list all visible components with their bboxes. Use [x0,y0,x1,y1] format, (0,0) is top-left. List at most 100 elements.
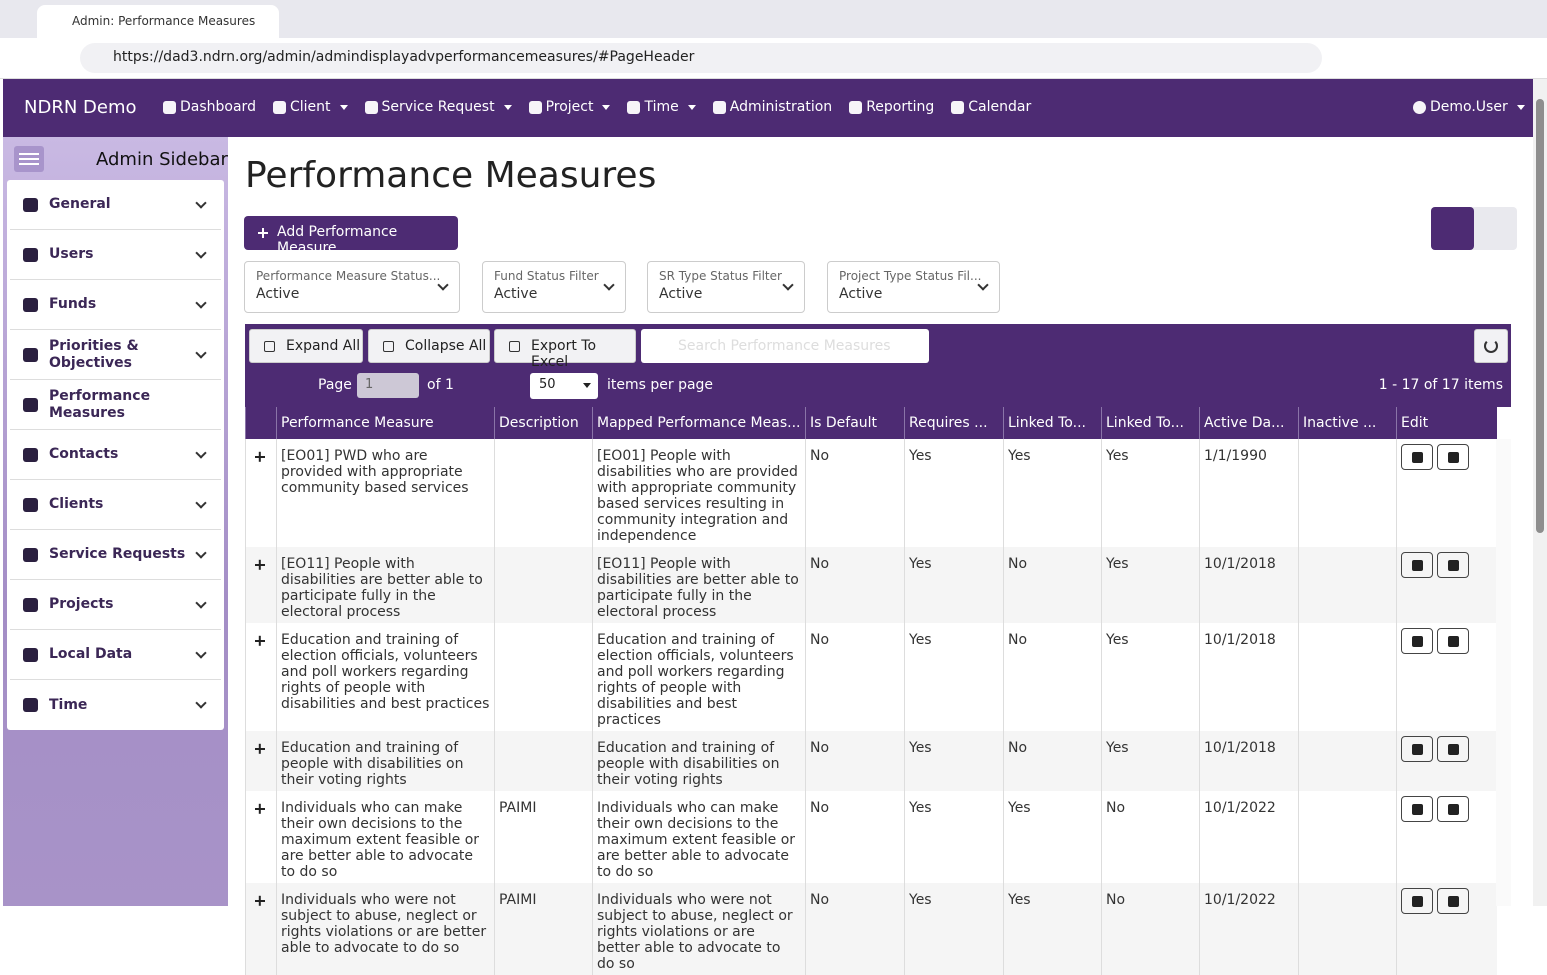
edit-button[interactable] [1401,736,1433,762]
cell: Individuals who were not subject to abus… [276,883,495,975]
cell: Yes [904,791,1004,883]
nav-icon [163,100,176,114]
search-input[interactable]: Search Performance Measures [641,329,929,363]
browser-tab[interactable]: Admin: Performance Measures [37,5,279,38]
header-cell[interactable]: Active Da... [1199,407,1299,439]
user-menu[interactable]: Demo.User [1413,99,1525,115]
expand-cell [245,731,277,791]
cell [1298,623,1397,731]
nav-label: Client [289,99,331,115]
cell: Yes [1003,439,1102,547]
delete-button[interactable] [1437,628,1469,654]
sidebar-item[interactable]: Local Data [10,630,221,680]
expand-button[interactable] [255,451,265,462]
grid-scrollbar[interactable] [1496,439,1511,906]
edit-cell [1396,547,1497,623]
header-cell[interactable]: Description [494,407,593,439]
expand-button[interactable] [255,803,265,814]
sidebar-toggle[interactable] [14,146,44,172]
nav-item[interactable]: Project [528,99,611,115]
edit-button[interactable] [1401,888,1433,914]
expand-button[interactable] [255,743,265,754]
nav-item[interactable]: Calendar [951,99,1031,115]
cell: No [1003,547,1102,623]
sidebar-item[interactable]: Users [10,230,221,280]
edit-cell [1396,883,1497,975]
nav-item[interactable]: Administration [712,99,832,115]
header-cell[interactable]: Requires ... [904,407,1004,439]
caret [503,104,512,110]
cell: Individuals who were not subject to abus… [592,883,806,975]
filter-select[interactable]: Project Type Status Fil... Active [827,261,1000,313]
add-button[interactable]: Add Performance Measure [244,216,458,256]
header-cell[interactable]: Linked To... [1101,407,1200,439]
sidebar-item[interactable]: Contacts [10,430,221,480]
edit-button[interactable] [1401,628,1433,654]
expand-button[interactable] [255,635,265,646]
sidebar-label: Performance Measures [49,387,151,421]
chevron [195,546,207,559]
edit-button[interactable] [1401,552,1433,578]
delete-button[interactable] [1437,796,1469,822]
page-size-select[interactable]: 50 [530,373,598,399]
header-cell[interactable]: Performance Measure [276,407,495,439]
cell: Yes [904,439,1004,547]
expand-all-button[interactable]: Expand All [249,329,363,363]
header-cell[interactable]: Edit [1396,407,1497,439]
collapse-all-button[interactable]: Collapse All [368,329,490,363]
sidebar-item[interactable]: Clients [10,480,221,530]
sidebar-item[interactable]: General [10,180,221,230]
cell: Yes [1101,623,1200,731]
header-cell[interactable]: Is Default [805,407,905,439]
delete-button[interactable] [1437,444,1469,470]
page-input[interactable]: 1 [357,373,419,398]
nav-icon [627,100,641,114]
header-cell[interactable]: Mapped Performance Meas... [592,407,806,439]
nav-icon [272,100,286,114]
delete-button[interactable] [1437,736,1469,762]
filter-select[interactable]: Performance Measure Status... Active [244,261,460,313]
brand[interactable]: NDRN Demo [24,97,137,118]
cell: 10/1/2022 [1199,791,1299,883]
nav-item[interactable]: Dashboard [163,99,256,115]
caret [602,104,611,110]
edit-button[interactable] [1401,796,1433,822]
nav-item[interactable]: Reporting [849,99,934,115]
page-scrollbar[interactable] [1533,79,1547,906]
sidebar-item[interactable]: Projects [10,580,221,630]
cell [494,547,593,623]
sidebar-item[interactable]: Service Requests [10,530,221,580]
nav-icon [849,100,863,114]
row: Individuals who can make their own decis… [245,791,1497,883]
expand-button[interactable] [255,559,265,570]
expand-button[interactable] [255,895,265,906]
sidebar-item[interactable]: Priorities & Objectives [10,330,221,380]
nav-item[interactable]: Service Request [364,99,512,115]
refresh-button[interactable] [1474,329,1508,363]
filter-value: Active [839,286,883,302]
nav-icon [712,100,726,114]
view-toggle[interactable] [1431,207,1517,250]
export-button[interactable]: Export To Excel [494,329,636,370]
cell: No [805,623,905,731]
header-cell[interactable]: Linked To... [1003,407,1102,439]
sidebar-item[interactable]: Time [10,680,221,730]
nav-label: Calendar [968,99,1032,115]
tab-title: Admin: Performance Measures [72,14,256,28]
sidebar-item[interactable]: Performance Measures [10,380,221,430]
delete-button[interactable] [1437,552,1469,578]
cell: [EO11] People with disabilities are bett… [276,547,495,623]
chevron [195,196,207,209]
filter-select[interactable]: Fund Status Filter Active [482,261,626,313]
header-cell[interactable]: Inactive ... [1298,407,1397,439]
filter-select[interactable]: SR Type Status Filter Active [647,261,805,313]
sidebar-icon [23,547,38,562]
delete-button[interactable] [1437,888,1469,914]
filter-label: Project Type Status Fil... [839,269,982,283]
edit-button[interactable] [1401,444,1433,470]
sidebar-item[interactable]: Funds [10,280,221,330]
nav-item[interactable]: Time [627,99,696,115]
url-field[interactable]: https://dad3.ndrn.org/admin/admindisplay… [80,43,1322,73]
nav-item[interactable]: Client [272,99,348,115]
chevron [195,346,207,359]
